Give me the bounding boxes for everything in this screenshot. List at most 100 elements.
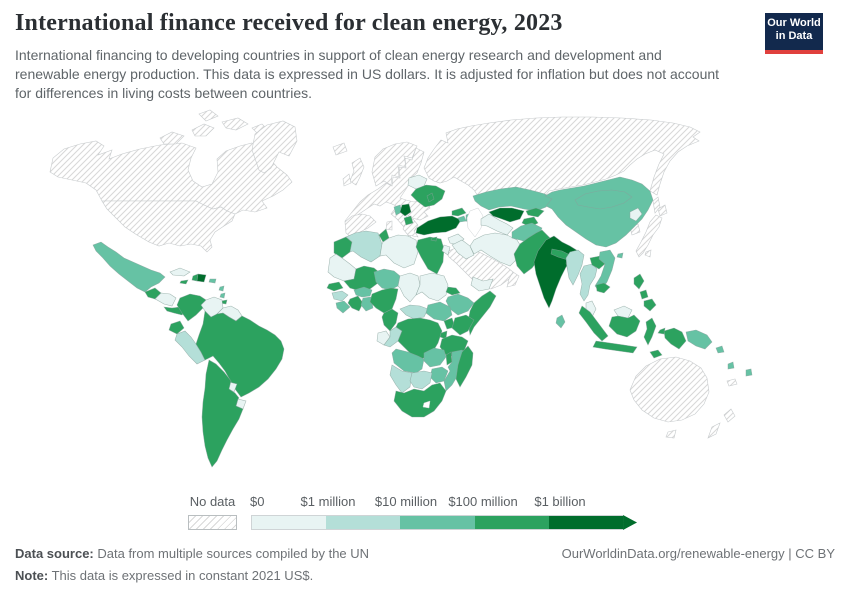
country-moldova[interactable] (426, 192, 435, 203)
country-chad[interactable] (397, 272, 421, 303)
country-cambodia[interactable] (595, 282, 611, 294)
country-myanmar[interactable] (565, 249, 585, 286)
country-oman[interactable] (506, 271, 520, 288)
country-new-zealand[interactable] (723, 408, 736, 423)
legend-bin-1[interactable] (326, 515, 401, 530)
country-angola[interactable] (391, 348, 425, 374)
region-papua-indonesia[interactable] (663, 327, 687, 350)
island-sardinia[interactable] (385, 220, 393, 231)
country-south-africa[interactable] (393, 382, 447, 418)
country-mongolia[interactable] (574, 189, 633, 210)
country-sierra-leone-liberia[interactable] (335, 300, 351, 314)
island-hainan[interactable] (616, 252, 624, 259)
island-borneo-indonesia[interactable] (608, 314, 641, 338)
country-madagascar[interactable] (455, 345, 474, 388)
legend-bin-4[interactable] (548, 515, 624, 530)
island-luzon-philippines[interactable] (633, 273, 645, 290)
country-ecuador[interactable] (168, 320, 185, 335)
island-puerto-rico[interactable] (208, 278, 217, 284)
country-sudan[interactable] (415, 272, 449, 302)
country-libya[interactable] (379, 234, 419, 269)
country-south-sudan[interactable] (425, 301, 453, 322)
legend-bin-3[interactable] (474, 515, 549, 530)
country-botswana[interactable] (409, 370, 433, 390)
country-namibia[interactable] (389, 364, 413, 394)
owid-logo[interactable]: Our World in Data (765, 13, 823, 54)
country-eritrea[interactable] (445, 286, 461, 296)
country-niger[interactable] (373, 268, 401, 291)
country-yemen[interactable] (470, 276, 494, 292)
legend-bin-0[interactable] (251, 515, 327, 530)
country-russia[interactable] (423, 116, 701, 197)
country-arctic-island[interactable] (198, 109, 219, 122)
country-ethiopia[interactable] (445, 293, 475, 316)
country-mauritania-wsahara[interactable] (327, 253, 357, 282)
country-solomon-islands[interactable] (715, 345, 725, 354)
country-japan[interactable] (635, 214, 663, 258)
country-iraq[interactable] (451, 239, 475, 260)
country-ireland[interactable] (342, 173, 352, 187)
islands-lesser-antilles[interactable] (219, 292, 226, 299)
islands-lesser-antilles[interactable] (218, 285, 225, 292)
country-arctic-island[interactable] (159, 131, 185, 145)
country-arctic-island[interactable] (221, 117, 249, 131)
country-kazakhstan[interactable] (472, 186, 553, 212)
country-somalia[interactable] (467, 290, 497, 336)
island-sumatra[interactable] (578, 305, 609, 342)
country-georgia[interactable] (451, 207, 467, 217)
country-new-zealand[interactable] (707, 422, 721, 439)
country-iceland[interactable] (332, 142, 348, 156)
country-papua-new-guinea[interactable] (685, 329, 713, 350)
island-java[interactable] (592, 340, 638, 354)
country-nigeria[interactable] (369, 287, 399, 314)
country-uk[interactable] (349, 157, 365, 186)
legend-color-bar[interactable] (251, 515, 638, 530)
country-guinea[interactable] (331, 290, 349, 302)
legend-no-data-swatch[interactable] (188, 515, 237, 530)
country-north-korea[interactable] (629, 207, 643, 222)
country-dominican-republic[interactable] (196, 273, 207, 283)
country-uzbekistan[interactable] (488, 207, 525, 223)
island-tasmania[interactable] (665, 429, 677, 439)
region-central-europe[interactable] (344, 147, 431, 222)
country-fiji[interactable] (745, 368, 753, 377)
region-scandinavia[interactable] (371, 141, 418, 187)
country-honduras-nicaragua[interactable] (154, 292, 177, 307)
country-burkina-faso[interactable] (353, 286, 373, 298)
country-mexico[interactable] (92, 241, 166, 293)
country-australia[interactable] (629, 356, 710, 423)
country-central-african-republic[interactable] (399, 304, 429, 320)
islands-visayas-philippines[interactable] (639, 289, 649, 300)
islands-moluccas[interactable] (657, 327, 666, 335)
island-mindanao-philippines[interactable] (643, 298, 657, 312)
country-argentina-chile[interactable] (201, 359, 244, 468)
country-cote-divoire[interactable] (347, 295, 364, 312)
country-iran[interactable] (469, 232, 523, 267)
country-arctic-island[interactable] (191, 123, 215, 137)
country-senegal[interactable] (326, 281, 344, 292)
country-kenya[interactable] (451, 314, 475, 336)
license-link[interactable]: OurWorldinData.org/renewable-energy | CC… (561, 546, 835, 561)
country-greenland[interactable] (251, 120, 298, 174)
country-thailand[interactable] (579, 263, 598, 302)
country-egypt[interactable] (415, 236, 445, 275)
country-turkey[interactable] (415, 215, 462, 236)
country-zambia[interactable] (423, 347, 447, 368)
country-lesotho[interactable] (422, 400, 431, 409)
island-sulawesi[interactable] (643, 317, 657, 346)
island-new-caledonia[interactable] (726, 378, 738, 387)
country-jamaica[interactable] (179, 279, 189, 285)
country-kyrgyzstan[interactable] (525, 207, 545, 218)
country-cameroon[interactable] (381, 308, 399, 332)
country-colombia[interactable] (176, 293, 207, 322)
country-serbia[interactable] (399, 203, 412, 217)
country-sri-lanka[interactable] (555, 314, 566, 329)
country-jordan-israel[interactable] (441, 244, 451, 256)
island-taiwan[interactable] (644, 249, 652, 258)
legend-bin-2[interactable] (400, 515, 475, 530)
country-turkmenistan[interactable] (480, 213, 514, 236)
country-vanuatu[interactable] (727, 361, 735, 370)
country-malaysia-borneo[interactable] (613, 305, 633, 319)
country-timor-leste[interactable] (649, 349, 663, 359)
